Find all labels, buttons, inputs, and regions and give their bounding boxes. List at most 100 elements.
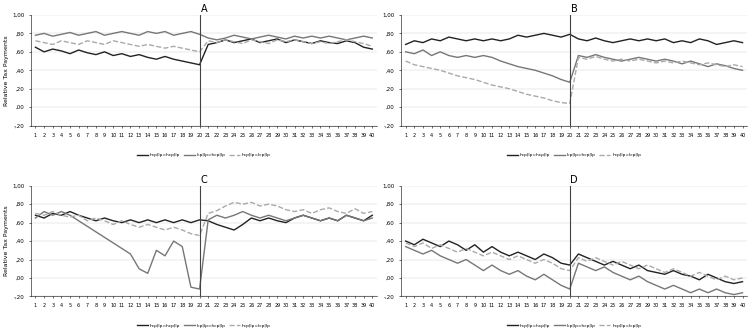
lcp|lp=hcp|lp [57, 210, 66, 214]
hcp|lp=lcp|lp [531, 94, 540, 98]
hcp|lp=hcp|lp [566, 32, 575, 36]
hcp|lp=lcp|lp [83, 39, 92, 43]
lcp|lp=hcp|lp [652, 283, 661, 287]
lcp|lp=hcp|lp [556, 283, 566, 287]
hcp|lp=lcp|lp [195, 234, 204, 238]
lcp|lp=hcp|lp [729, 67, 738, 71]
lcp|lp=hcp|lp [178, 245, 187, 249]
lcp|lp=hcp|lp [505, 62, 514, 66]
hcp|lp=lcp|lp [74, 42, 83, 46]
hcp|lp=hcp|lp [255, 219, 264, 223]
hcp|lp=lcp|lp [48, 42, 57, 46]
hcp|lp=hcp|lp [204, 42, 213, 46]
hcp|lp=hcp|lp [626, 267, 635, 271]
hcp|lp=lcp|lp [342, 38, 351, 42]
lcp|lp=hcp|lp [721, 291, 730, 295]
lcp|lp=hcp|lp [92, 230, 101, 234]
hcp|lp=lcp|lp [514, 89, 523, 93]
lcp|lp=hcp|lp [600, 265, 609, 269]
hcp|lp=lcp|lp [299, 208, 308, 212]
hcp|lp=hcp|lp [427, 37, 436, 41]
hcp|lp=lcp|lp [539, 96, 548, 100]
lcp|lp=hcp|lp [307, 34, 316, 38]
Y-axis label: Relative Tax Payments: Relative Tax Payments [5, 35, 9, 106]
hcp|lp=hcp|lp [282, 221, 291, 225]
hcp|lp=hcp|lp [126, 218, 135, 222]
hcp|lp=hcp|lp [359, 45, 368, 49]
hcp|lp=lcp|lp [255, 204, 264, 208]
hcp|lp=hcp|lp [660, 272, 669, 276]
hcp|lp=hcp|lp [83, 216, 92, 220]
hcp|lp=lcp|lp [729, 278, 738, 282]
hcp|lp=lcp|lp [143, 222, 152, 226]
lcp|lp=hcp|lp [126, 31, 135, 35]
hcp|lp=lcp|lp [307, 211, 316, 215]
hcp|lp=lcp|lp [738, 65, 747, 69]
lcp|lp=hcp|lp [531, 278, 540, 282]
hcp|lp=lcp|lp [729, 63, 738, 67]
hcp|lp=hcp|lp [48, 211, 57, 215]
hcp|lp=hcp|lp [418, 41, 427, 45]
lcp|lp=hcp|lp [643, 57, 652, 61]
hcp|lp=lcp|lp [566, 101, 575, 106]
hcp|lp=lcp|lp [522, 257, 531, 261]
lcp|lp=hcp|lp [556, 78, 566, 82]
hcp|lp=lcp|lp [109, 222, 118, 226]
Line: hcp|lp=hcp|lp: hcp|lp=hcp|lp [35, 212, 372, 230]
hcp|lp=lcp|lp [635, 57, 644, 61]
hcp|lp=lcp|lp [368, 44, 377, 48]
hcp|lp=hcp|lp [583, 256, 592, 260]
hcp|lp=hcp|lp [65, 210, 74, 214]
hcp|lp=lcp|lp [677, 59, 686, 63]
hcp|lp=hcp|lp [152, 57, 161, 61]
hcp|lp=hcp|lp [566, 263, 575, 267]
hcp|lp=hcp|lp [169, 221, 178, 225]
lcp|lp=hcp|lp [324, 216, 333, 220]
hcp|lp=hcp|lp [282, 41, 291, 45]
hcp|lp=lcp|lp [83, 219, 92, 223]
lcp|lp=hcp|lp [230, 213, 239, 217]
hcp|lp=lcp|lp [427, 246, 436, 250]
hcp|lp=hcp|lp [359, 219, 368, 223]
hcp|lp=hcp|lp [539, 31, 548, 35]
hcp|lp=lcp|lp [126, 222, 135, 226]
hcp|lp=lcp|lp [669, 61, 678, 65]
hcp|lp=hcp|lp [333, 42, 342, 46]
lcp|lp=hcp|lp [48, 34, 57, 38]
hcp|lp=hcp|lp [487, 245, 496, 249]
lcp|lp=hcp|lp [117, 30, 126, 34]
lcp|lp=hcp|lp [738, 291, 747, 295]
hcp|lp=lcp|lp [333, 40, 342, 44]
hcp|lp=hcp|lp [617, 39, 626, 43]
lcp|lp=hcp|lp [677, 287, 686, 291]
hcp|lp=lcp|lp [479, 80, 488, 84]
hcp|lp=lcp|lp [401, 241, 410, 245]
hcp|lp=lcp|lp [316, 40, 325, 44]
hcp|lp=lcp|lp [556, 267, 566, 271]
lcp|lp=hcp|lp [487, 55, 496, 59]
hcp|lp=hcp|lp [704, 39, 713, 43]
lcp|lp=hcp|lp [368, 36, 377, 40]
hcp|lp=hcp|lp [65, 52, 74, 56]
hcp|lp=hcp|lp [686, 274, 695, 278]
hcp|lp=lcp|lp [660, 270, 669, 275]
hcp|lp=hcp|lp [186, 61, 195, 65]
hcp|lp=hcp|lp [247, 37, 256, 41]
hcp|lp=lcp|lp [695, 63, 704, 67]
hcp|lp=hcp|lp [608, 41, 617, 45]
lcp|lp=hcp|lp [617, 59, 626, 63]
lcp|lp=hcp|lp [652, 59, 661, 63]
hcp|lp=lcp|lp [505, 257, 514, 261]
hcp|lp=lcp|lp [152, 225, 161, 229]
hcp|lp=hcp|lp [660, 37, 669, 41]
hcp|lp=hcp|lp [608, 259, 617, 263]
hcp|lp=lcp|lp [134, 44, 143, 48]
hcp|lp=hcp|lp [574, 37, 583, 41]
lcp|lp=hcp|lp [548, 74, 557, 78]
lcp|lp=hcp|lp [436, 254, 445, 258]
hcp|lp=lcp|lp [556, 100, 566, 104]
lcp|lp=hcp|lp [548, 278, 557, 282]
lcp|lp=hcp|lp [445, 53, 454, 57]
hcp|lp=lcp|lp [436, 243, 445, 247]
lcp|lp=hcp|lp [738, 68, 747, 72]
